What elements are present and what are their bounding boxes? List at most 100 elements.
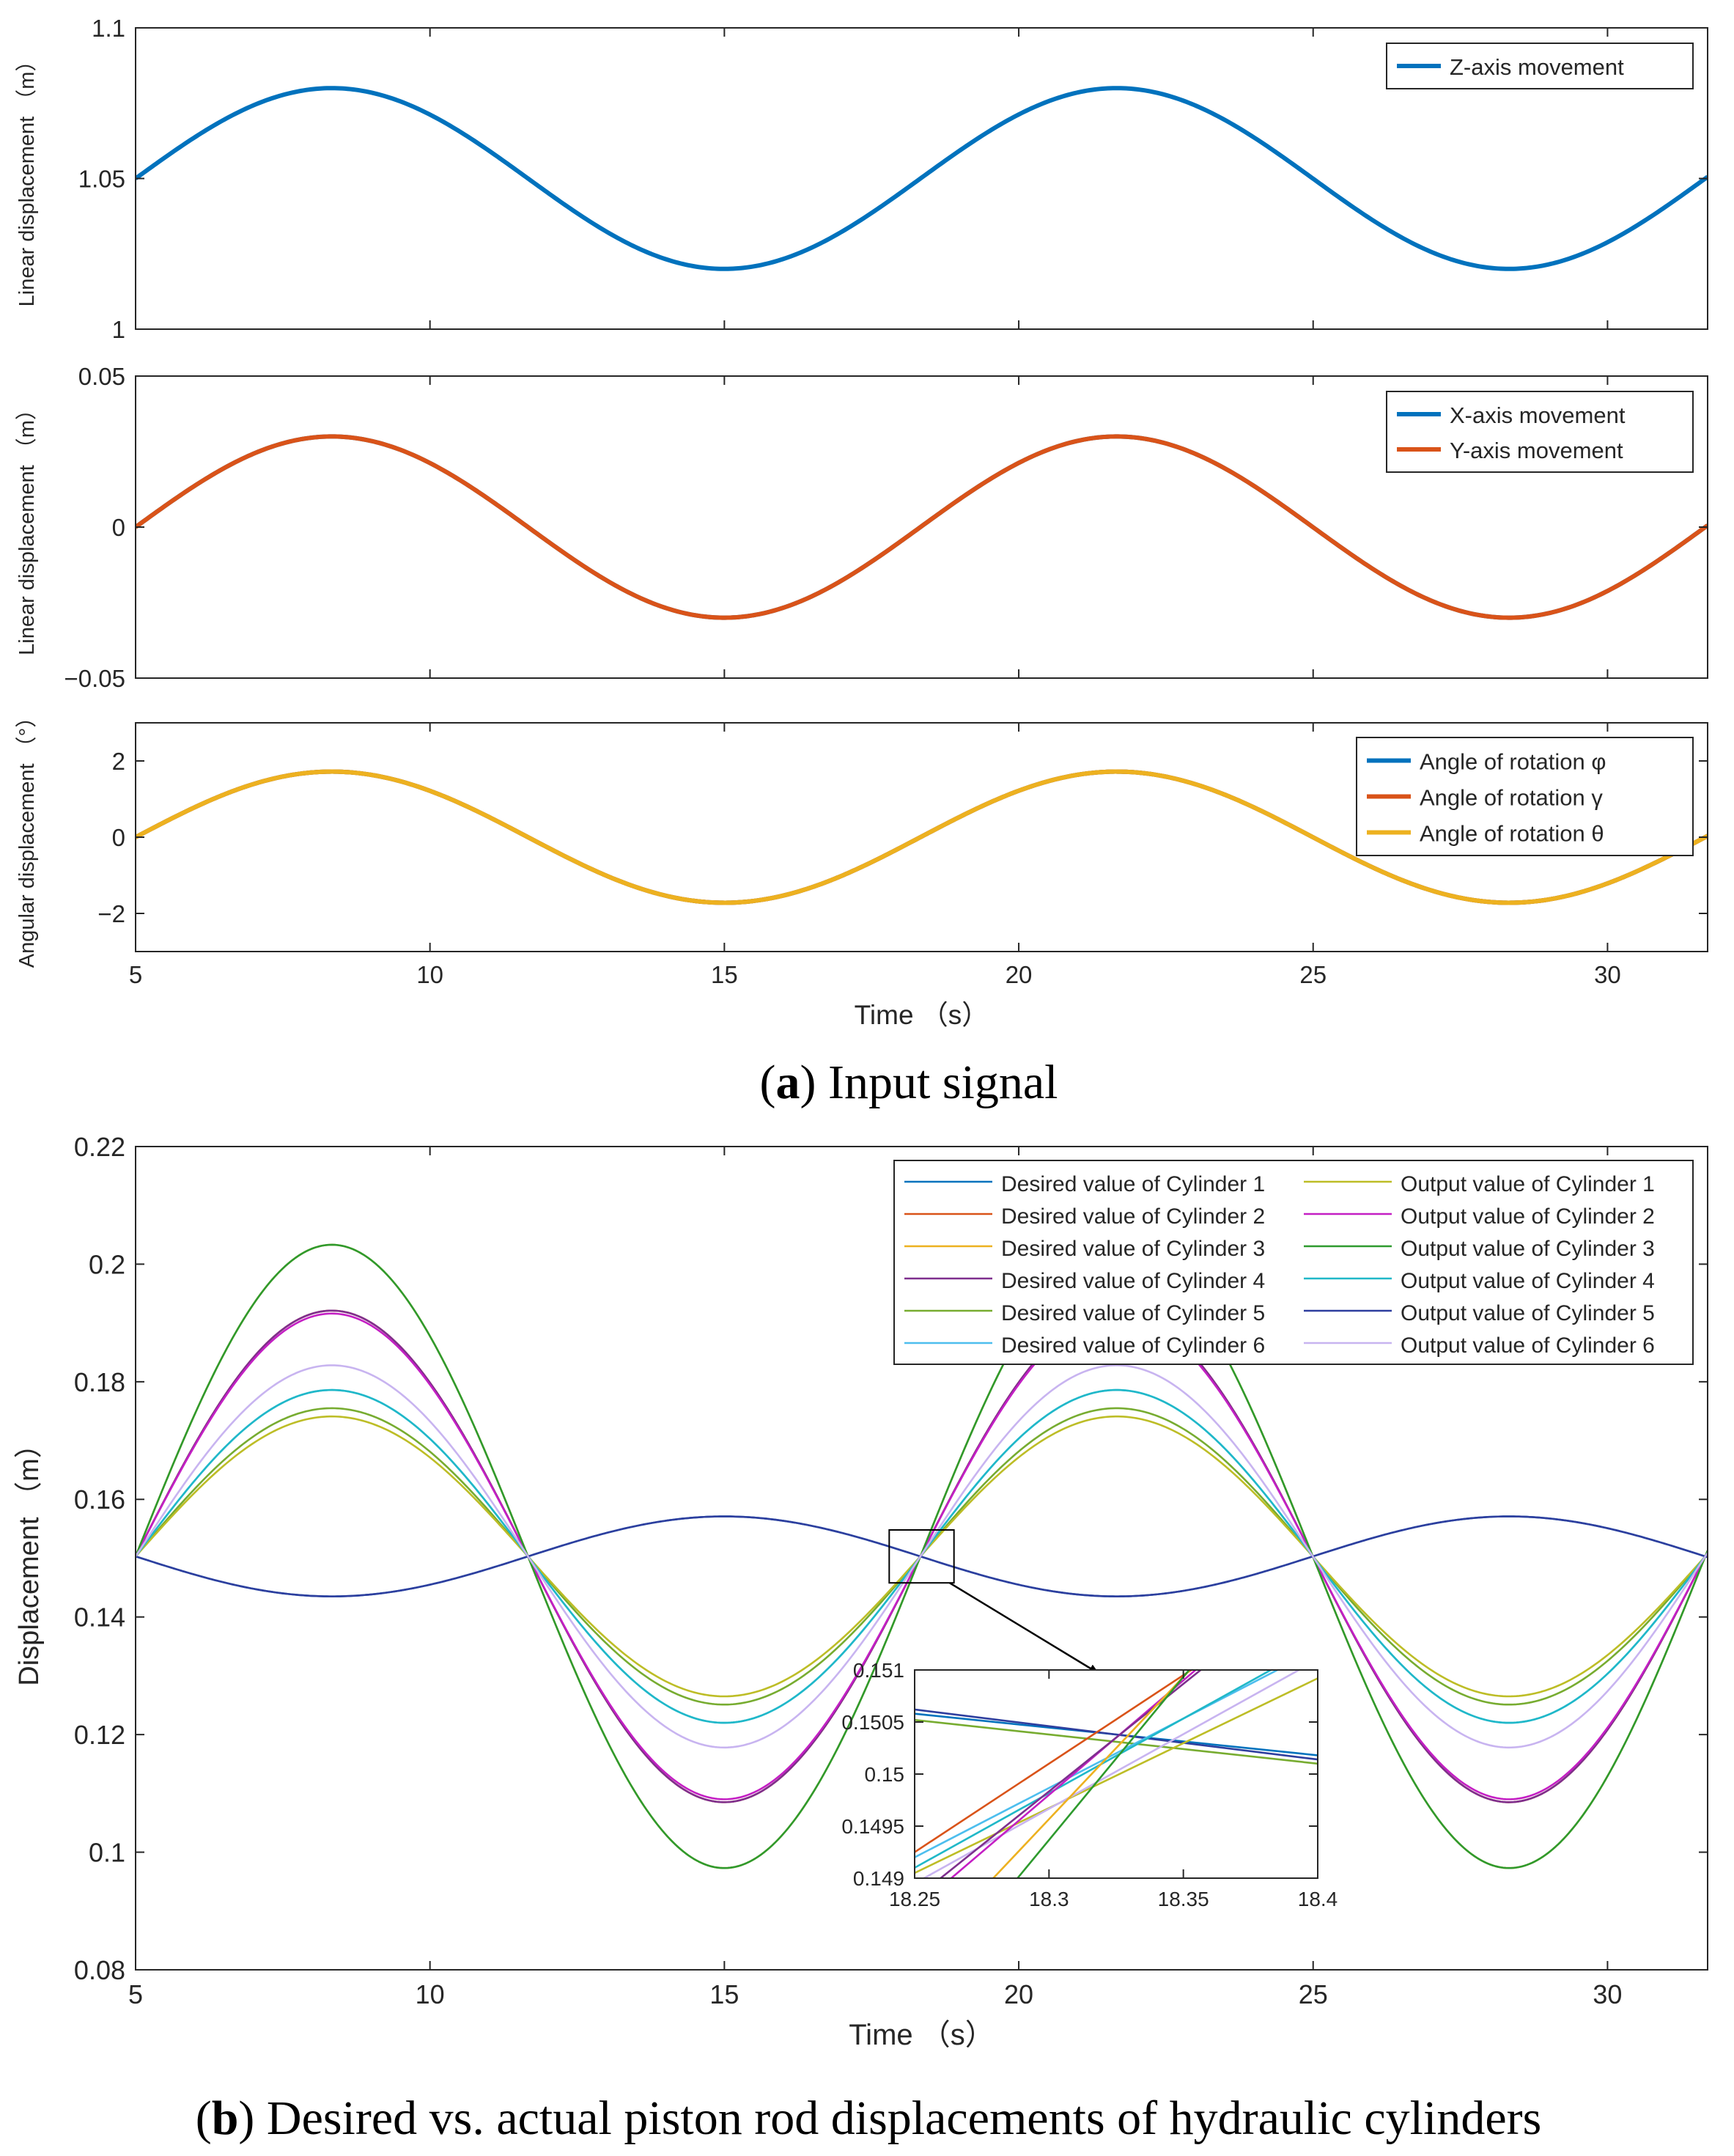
y-tick-label-a2-1: 0 — [112, 514, 125, 541]
legend-a1: Z-axis movement — [1386, 43, 1694, 89]
y-tick-label-a3-0: −2 — [97, 900, 125, 927]
y-tick-label-b-0: 0.08 — [74, 1955, 125, 1985]
series-line-b_inset-7 — [915, 1670, 1193, 1853]
legend-item-a1-0: Z-axis movement — [1397, 54, 1624, 80]
legend-a3: Angle of rotation φ Angle of rotation γ An… — [1356, 737, 1694, 856]
y-tick-label-a2-2: 0.05 — [78, 363, 125, 390]
legend-item-b-2: Desired value of Cylinder 3 — [904, 1237, 1265, 1261]
y-axis-label-b: Displacement （m） — [14, 1430, 45, 1685]
series-line-b_inset-5 — [915, 1670, 1273, 1869]
y-tick-label-b-4: 0.16 — [74, 1484, 125, 1515]
series-line-b_inset-1 — [915, 1708, 1318, 1761]
zoom-arrow — [949, 1582, 1099, 1674]
axes-frame-b — [135, 1146, 1708, 1971]
legend-item-a3-0: Angle of rotation φ — [1367, 748, 1606, 774]
legend-label-a3-1: Angle of rotation γ — [1420, 784, 1603, 810]
legend-label-b-8: Output value of Cylinder 3 — [1401, 1237, 1655, 1261]
x-tick-label-b_inset-2: 18.35 — [1158, 1888, 1209, 1910]
y-tick-label-b-6: 0.2 — [89, 1249, 125, 1279]
y-tick-label-a1-0: 1 — [112, 316, 125, 343]
y-tick-label-a1-2: 1.1 — [92, 15, 125, 42]
series-line-b_inset-4 — [915, 1670, 1280, 1858]
y-tick-label-b-2: 0.12 — [74, 1720, 125, 1750]
legend-item-b-8: Output value of Cylinder 3 — [1304, 1237, 1655, 1261]
series-line-a2-1 — [136, 434, 1708, 620]
legend-item-a3-2: Angle of rotation θ — [1367, 820, 1604, 846]
legend-label-b-3: Desired value of Cylinder 4 — [1001, 1269, 1265, 1293]
legend-item-b-1: Desired value of Cylinder 2 — [904, 1204, 1265, 1229]
series-group-a2 — [136, 434, 1708, 620]
plot-b: 5 10 15 20 25 30 0.08 0.1 0.12 0.14 0.16 0.18 0.2 0.2… — [14, 1132, 1708, 2051]
legend-label-b-5: Desired value of Cylinder 6 — [1001, 1333, 1265, 1358]
y-tick-label-b_inset-4: 0.151 — [853, 1659, 904, 1682]
x-tick-label-b-2: 15 — [709, 1979, 739, 2009]
legend-label-b-11: Output value of Cylinder 6 — [1401, 1333, 1655, 1358]
series-line-a3-2 — [136, 769, 1708, 905]
x-axis-label-a3: Time （s） — [855, 1000, 989, 1030]
legend-b: Desired value of Cylinder 1 Desired value… — [893, 1160, 1694, 1365]
plot-a3: 5 10 15 20 25 30 −2 0 2 Angular displacement （°） T… — [15, 707, 1708, 1030]
x-tick-label-b-5: 30 — [1593, 1979, 1622, 2009]
y-tick-label-b_inset-3: 0.1505 — [841, 1711, 904, 1734]
series-group-b — [136, 1243, 1708, 1869]
legend-label-a3-0: Angle of rotation φ — [1420, 748, 1606, 774]
x-tick-label-a3-3: 20 — [1006, 961, 1033, 988]
legend-item-b-3: Desired value of Cylinder 4 — [904, 1269, 1265, 1293]
legend-item-a3-1: Angle of rotation γ — [1367, 784, 1603, 810]
x-tick-label-a3-2: 15 — [711, 961, 738, 988]
legend-box-b — [893, 1160, 1694, 1365]
y-tick-label-a2-0: −0.05 — [64, 665, 126, 692]
legend-label-b-1: Desired value of Cylinder 2 — [1001, 1204, 1265, 1229]
legend-item-b-6: Output value of Cylinder 1 — [1304, 1172, 1655, 1196]
legend-label-b-0: Desired value of Cylinder 1 — [1001, 1172, 1265, 1196]
series-line-b_inset-9 — [939, 1670, 1203, 1878]
y-tick-label-a3-2: 2 — [112, 748, 125, 775]
series-line-b_inset-3 — [915, 1677, 1318, 1874]
legend-a2: X-axis movement Y-axis movement — [1386, 391, 1694, 473]
series-line-b_inset-10 — [992, 1670, 1192, 1878]
x-axis-label-b: Time （s） — [849, 2019, 995, 2051]
legend-item-b-7: Output value of Cylinder 2 — [1304, 1204, 1655, 1229]
y-axis-label-a3: Angular displacement （°） — [15, 707, 39, 968]
legend-item-b-10: Output value of Cylinder 5 — [1304, 1301, 1655, 1325]
series-line-b_inset-11 — [1016, 1670, 1191, 1878]
x-tick-label-a3-4: 25 — [1299, 961, 1327, 988]
series-line-b-10 — [136, 1515, 1708, 1597]
legend-label-b-10: Output value of Cylinder 5 — [1401, 1301, 1655, 1325]
legend-label-b-9: Output value of Cylinder 4 — [1401, 1269, 1655, 1293]
legend-item-b-9: Output value of Cylinder 4 — [1304, 1269, 1655, 1293]
x-tick-label-b-1: 10 — [416, 1979, 445, 2009]
legend-label-a3-2: Angle of rotation θ — [1420, 820, 1604, 846]
legend-label-a2-0: X-axis movement — [1450, 402, 1626, 428]
caption-a: (a) Input signal — [760, 1056, 1058, 1109]
x-tick-label-b_inset-0: 18.25 — [889, 1888, 940, 1910]
y-tick-label-a3-1: 0 — [112, 824, 125, 851]
series-line-b_inset-2 — [915, 1718, 1318, 1765]
x-tick-label-a3-1: 10 — [416, 961, 443, 988]
y-tick-label-a1-1: 1.05 — [78, 165, 125, 192]
x-tick-label-b-4: 25 — [1299, 1979, 1328, 2009]
legend-item-b-4: Desired value of Cylinder 5 — [904, 1301, 1265, 1325]
legend-label-b-4: Desired value of Cylinder 5 — [1001, 1301, 1265, 1325]
plot-b_inset: 18.25 18.3 18.35 18.4 0.149 0.1495 0.15 0.1505 0… — [841, 1659, 1338, 1910]
y-tick-label-b-5: 0.18 — [74, 1367, 125, 1397]
series-group-a3 — [136, 769, 1708, 905]
y-tick-label-b_inset-1: 0.1495 — [841, 1815, 904, 1838]
plot-a1: 1 1.05 1.1 Linear displacement （m） Z-axis mo… — [15, 15, 1708, 343]
series-group-a1 — [136, 86, 1708, 271]
y-tick-label-b-7: 0.22 — [74, 1132, 125, 1162]
y-tick-label-b_inset-2: 0.15 — [865, 1763, 905, 1786]
x-tick-label-b-0: 5 — [128, 1979, 143, 2009]
x-tick-label-a3-5: 30 — [1594, 961, 1621, 988]
legend-label-a1-0: Z-axis movement — [1450, 54, 1624, 80]
caption-b: (b) Desired vs. actual piston rod displa… — [196, 2091, 1542, 2145]
y-tick-label-b-3: 0.14 — [74, 1603, 125, 1633]
legend-box-a2 — [1386, 391, 1694, 473]
legend-box-a3 — [1356, 737, 1694, 856]
series-line-b-11 — [136, 1364, 1708, 1749]
x-tick-label-b_inset-1: 18.3 — [1029, 1888, 1069, 1910]
legend-item-b-0: Desired value of Cylinder 1 — [904, 1172, 1265, 1196]
legend-label-a2-1: Y-axis movement — [1450, 438, 1623, 463]
y-tick-label-b-1: 0.1 — [89, 1838, 125, 1868]
